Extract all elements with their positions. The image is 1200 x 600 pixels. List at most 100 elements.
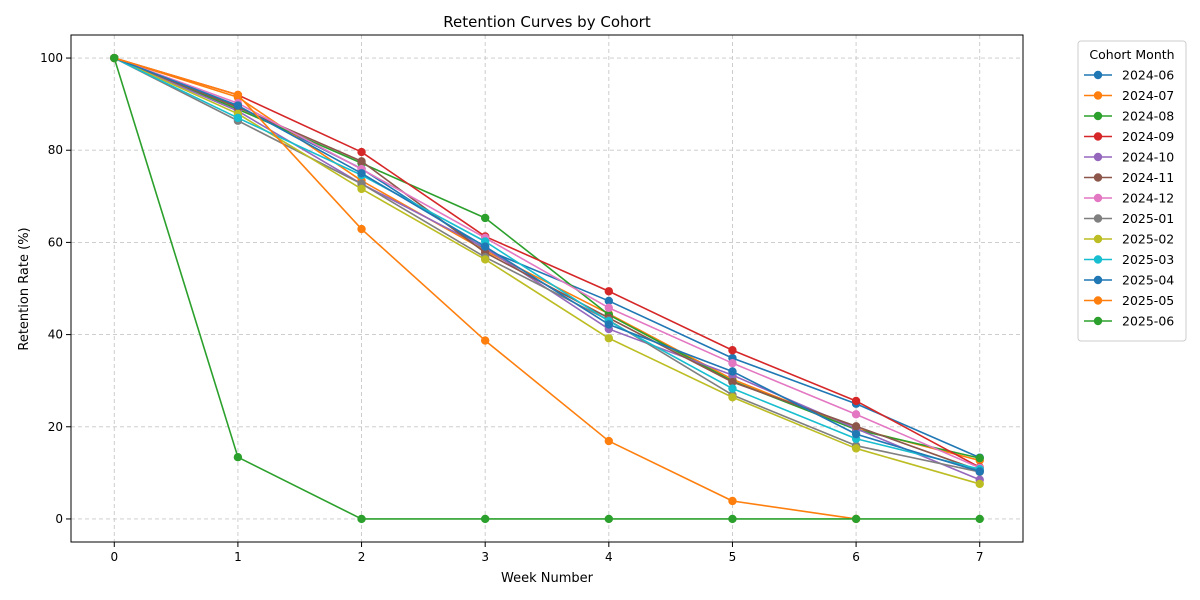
data-point <box>233 113 243 123</box>
legend-swatch-marker <box>1093 70 1103 80</box>
legend-item: 2025-05 <box>1084 293 1174 308</box>
data-point <box>604 296 614 306</box>
legend-label: 2024-09 <box>1122 129 1174 144</box>
legend-item: 2024-06 <box>1084 68 1174 83</box>
legend-label: 2025-04 <box>1122 273 1174 288</box>
y-tick-label: 100 <box>40 51 63 65</box>
data-point <box>233 452 243 462</box>
x-tick-label: 4 <box>605 550 613 564</box>
y-tick-label: 20 <box>48 420 63 434</box>
x-tick-label: 1 <box>234 550 242 564</box>
legend-item: 2024-10 <box>1084 150 1174 165</box>
legend-swatch-marker <box>1093 255 1103 264</box>
data-point <box>975 453 984 463</box>
plot-area-frame <box>70 34 1024 543</box>
legend-item: 2024-08 <box>1084 109 1174 124</box>
series-line <box>113 57 980 470</box>
legend-title: Cohort Month <box>1089 47 1174 62</box>
data-point <box>233 90 243 100</box>
series-line <box>113 57 980 520</box>
data-point <box>728 367 737 376</box>
series-line <box>113 57 980 473</box>
series-line <box>114 57 981 469</box>
data-point <box>110 53 119 63</box>
legend-item: 2025-02 <box>1084 232 1174 247</box>
legend-label: 2025-06 <box>1122 314 1174 329</box>
series-lines <box>110 53 984 524</box>
data-point <box>975 479 984 489</box>
y-axis-ticks: 0 20 40 60 80 100 <box>40 51 71 526</box>
legend-swatch-marker <box>1093 173 1103 182</box>
x-tick-label: 6 <box>852 550 860 564</box>
data-point <box>357 169 366 178</box>
data-point <box>851 444 861 453</box>
legend-swatch-marker <box>1093 193 1103 203</box>
data-point <box>851 429 861 439</box>
legend-label: 2024-06 <box>1122 68 1174 83</box>
legend-label: 2025-05 <box>1122 293 1174 308</box>
legend-item: 2025-04 <box>1084 273 1174 288</box>
data-point <box>233 101 243 110</box>
legend-label: 2024-08 <box>1122 109 1174 124</box>
legend-item: 2024-12 <box>1084 191 1174 206</box>
legend-swatch-marker <box>1093 316 1103 326</box>
data-point <box>604 287 614 296</box>
x-tick-label: 5 <box>729 550 737 564</box>
series-2025-06 <box>110 53 984 524</box>
y-axis-title: Retention Rate (%) <box>17 227 32 350</box>
data-point <box>728 346 737 355</box>
series-line <box>113 57 981 469</box>
data-point <box>728 384 737 393</box>
legend-swatch-marker <box>1093 111 1103 121</box>
y-tick-label: 60 <box>48 235 63 249</box>
series-line <box>113 57 980 485</box>
legend-label: 2024-10 <box>1122 150 1174 165</box>
legend-item: 2024-09 <box>1084 129 1174 144</box>
x-tick-label: 3 <box>481 550 489 564</box>
legend-item: 2024-07 <box>1084 88 1174 103</box>
legend-item: 2025-01 <box>1084 211 1174 226</box>
data-point <box>357 224 366 234</box>
data-point <box>728 377 737 387</box>
legend-item: 2024-11 <box>1084 170 1174 185</box>
data-point <box>851 396 861 406</box>
legend-swatch-marker <box>1093 275 1103 285</box>
data-point <box>728 496 737 506</box>
data-point <box>604 436 614 446</box>
data-point <box>604 303 614 313</box>
y-tick-label: 0 <box>55 512 63 526</box>
legend-swatch-marker <box>1093 91 1103 100</box>
legend-item: 2025-03 <box>1084 252 1174 267</box>
y-tick-label: 40 <box>48 328 63 342</box>
legend-swatch-marker <box>1093 296 1103 305</box>
data-point <box>480 213 490 223</box>
y-tick-label: 80 <box>48 143 63 157</box>
legend-swatch-marker <box>1093 234 1103 244</box>
data-point <box>604 320 614 329</box>
data-point <box>357 147 366 157</box>
legend-label: 2024-11 <box>1122 170 1174 185</box>
data-point <box>480 336 490 345</box>
data-point <box>357 157 366 166</box>
legend-label: 2024-12 <box>1122 191 1174 206</box>
legend: Cohort Month 2024-06 2024-07 2024-08 2024-0… <box>1077 40 1187 342</box>
data-point <box>357 184 366 194</box>
legend-label: 2025-03 <box>1122 252 1174 267</box>
x-tick-label: 7 <box>976 550 984 564</box>
x-axis-ticks: 0 1 2 3 4 5 6 7 <box>110 542 984 564</box>
data-point <box>975 467 984 476</box>
data-point <box>604 334 614 343</box>
data-point <box>480 242 490 251</box>
data-point <box>480 255 490 264</box>
legend-label: 2025-02 <box>1122 232 1174 247</box>
x-tick-label: 0 <box>110 550 118 564</box>
data-point <box>851 514 861 524</box>
legend-swatch-marker <box>1093 214 1103 223</box>
legend-item: 2025-06 <box>1084 314 1174 329</box>
data-point <box>604 514 614 524</box>
legend-label: 2024-07 <box>1122 88 1174 103</box>
legend-label: 2025-01 <box>1122 211 1174 226</box>
data-point <box>728 358 737 368</box>
legend-swatch-marker <box>1093 152 1103 162</box>
